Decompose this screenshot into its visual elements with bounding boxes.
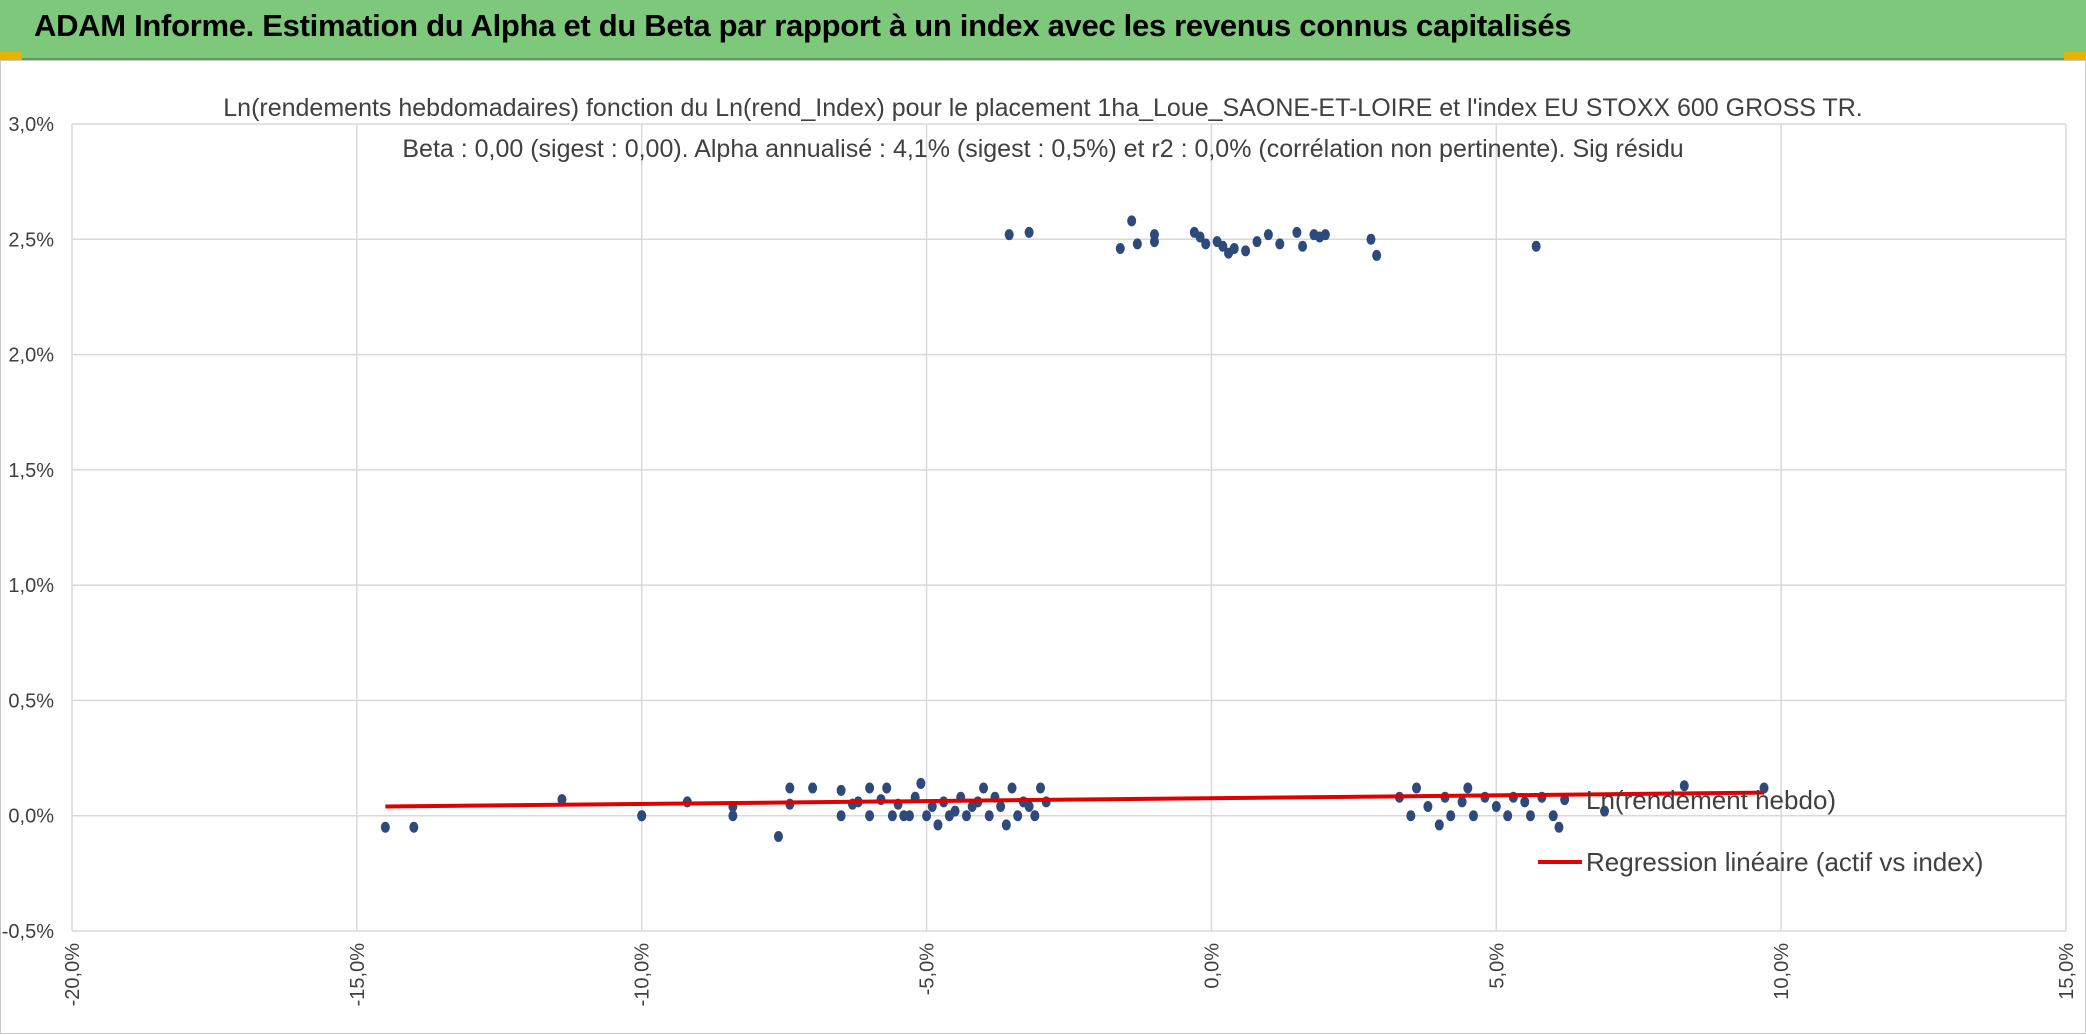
data-point (1298, 240, 1308, 252)
data-point (1503, 810, 1513, 822)
data-point (950, 805, 960, 817)
data-point (1201, 238, 1211, 250)
x-tick-label: -10,0% (632, 943, 654, 1007)
data-point (1548, 810, 1558, 822)
data-point (1024, 226, 1034, 238)
chart-legend: Ln(rendement hebdo) Regression linéaire … (1538, 785, 1983, 877)
data-point (409, 821, 419, 833)
x-tick-label: 10,0% (1771, 943, 1793, 1000)
data-point (1132, 238, 1142, 250)
data-point (979, 782, 989, 794)
data-point (887, 810, 897, 822)
data-point (1030, 810, 1040, 822)
x-tick-label: 0,0% (1201, 943, 1223, 989)
data-point (927, 800, 937, 812)
data-point (1320, 229, 1330, 241)
data-point (1292, 226, 1302, 238)
data-point (865, 782, 875, 794)
data-point (785, 782, 795, 794)
data-point (1013, 810, 1023, 822)
data-point (1423, 800, 1433, 812)
data-point (1412, 782, 1422, 794)
data-point (916, 777, 926, 789)
data-point (836, 784, 846, 796)
data-point (773, 830, 783, 842)
y-tick-label: 2,0% (8, 345, 54, 367)
chart-subtitle: Beta : 0,00 (sigest : 0,00). Alpha annua… (402, 135, 1683, 163)
data-point (1007, 782, 1017, 794)
data-point (1004, 229, 1014, 241)
data-point (1446, 810, 1456, 822)
y-tick-label: 2,5% (8, 229, 54, 251)
data-point (961, 810, 971, 822)
legend-label-series-0: Ln(rendement hebdo) (1586, 785, 1836, 815)
data-point (984, 810, 994, 822)
x-tick-label: 5,0% (1486, 943, 1508, 989)
data-point (922, 810, 932, 822)
data-point (1127, 215, 1137, 227)
data-point (1263, 229, 1273, 241)
data-point (1241, 245, 1251, 257)
data-point (1229, 243, 1239, 255)
data-point (1195, 231, 1205, 243)
legend-label-series-1: Regression linéaire (actif vs index) (1586, 847, 1983, 877)
data-point (836, 810, 846, 822)
data-point (865, 810, 875, 822)
y-tick-label: 3,0% (8, 114, 54, 136)
data-point (1372, 249, 1382, 261)
data-point (1463, 782, 1473, 794)
y-tick-label: 0,0% (8, 806, 54, 828)
chart-title: Ln(rendements hebdomadaires) fonction du… (223, 94, 1862, 122)
x-tick-label: 15,0% (2056, 943, 2078, 1000)
x-tick-label: -5,0% (917, 943, 939, 995)
data-point (1366, 233, 1376, 245)
data-point (1024, 800, 1034, 812)
y-tick-label: -0,5% (2, 921, 54, 943)
data-point (728, 810, 738, 822)
regression-layer (385, 790, 1765, 809)
header-banner: ADAM Informe. Estimation du Alpha et du … (0, 0, 2086, 60)
axis-labels: 3,0% 2,5% 2,0% 1,5% 1,0% 0,5% 0,0% -0,5% -20,0% -… (2, 114, 2078, 1006)
data-point (1252, 236, 1262, 248)
y-tick-label: 1,0% (8, 575, 54, 597)
chart-frame (0, 60, 2086, 1034)
data-point (1115, 243, 1125, 255)
regression-line (385, 790, 1765, 809)
data-point (1149, 236, 1159, 248)
data-point (1218, 240, 1228, 252)
x-tick-label: -15,0% (347, 943, 369, 1007)
data-point (1275, 238, 1285, 250)
data-point (808, 782, 818, 794)
data-point (1560, 794, 1570, 806)
report-title: ADAM Informe. Estimation du Alpha et du … (34, 8, 1572, 43)
data-point (1468, 810, 1478, 822)
data-point (1525, 810, 1535, 822)
corner-marker-top-right (2064, 52, 2086, 60)
data-point (1457, 796, 1467, 808)
data-point (1554, 821, 1564, 833)
data-point (1491, 800, 1501, 812)
data-point (637, 810, 647, 822)
data-point (1036, 782, 1046, 794)
data-point (933, 819, 943, 831)
data-point (557, 794, 567, 806)
data-point (904, 810, 914, 822)
data-point (996, 800, 1006, 812)
data-point (1679, 780, 1689, 792)
x-tick-label: -20,0% (62, 943, 84, 1007)
data-point (380, 821, 390, 833)
data-point (1531, 240, 1541, 252)
data-point (882, 782, 892, 794)
corner-marker-top-left (0, 52, 22, 60)
data-point (1406, 810, 1416, 822)
y-tick-label: 0,5% (8, 690, 54, 712)
data-point (1520, 796, 1530, 808)
data-point (1600, 805, 1610, 817)
data-point (1001, 819, 1011, 831)
grid-layer (71, 123, 2067, 932)
data-points (380, 215, 1769, 842)
data-point (1434, 819, 1444, 831)
y-tick-label: 1,5% (8, 460, 54, 482)
